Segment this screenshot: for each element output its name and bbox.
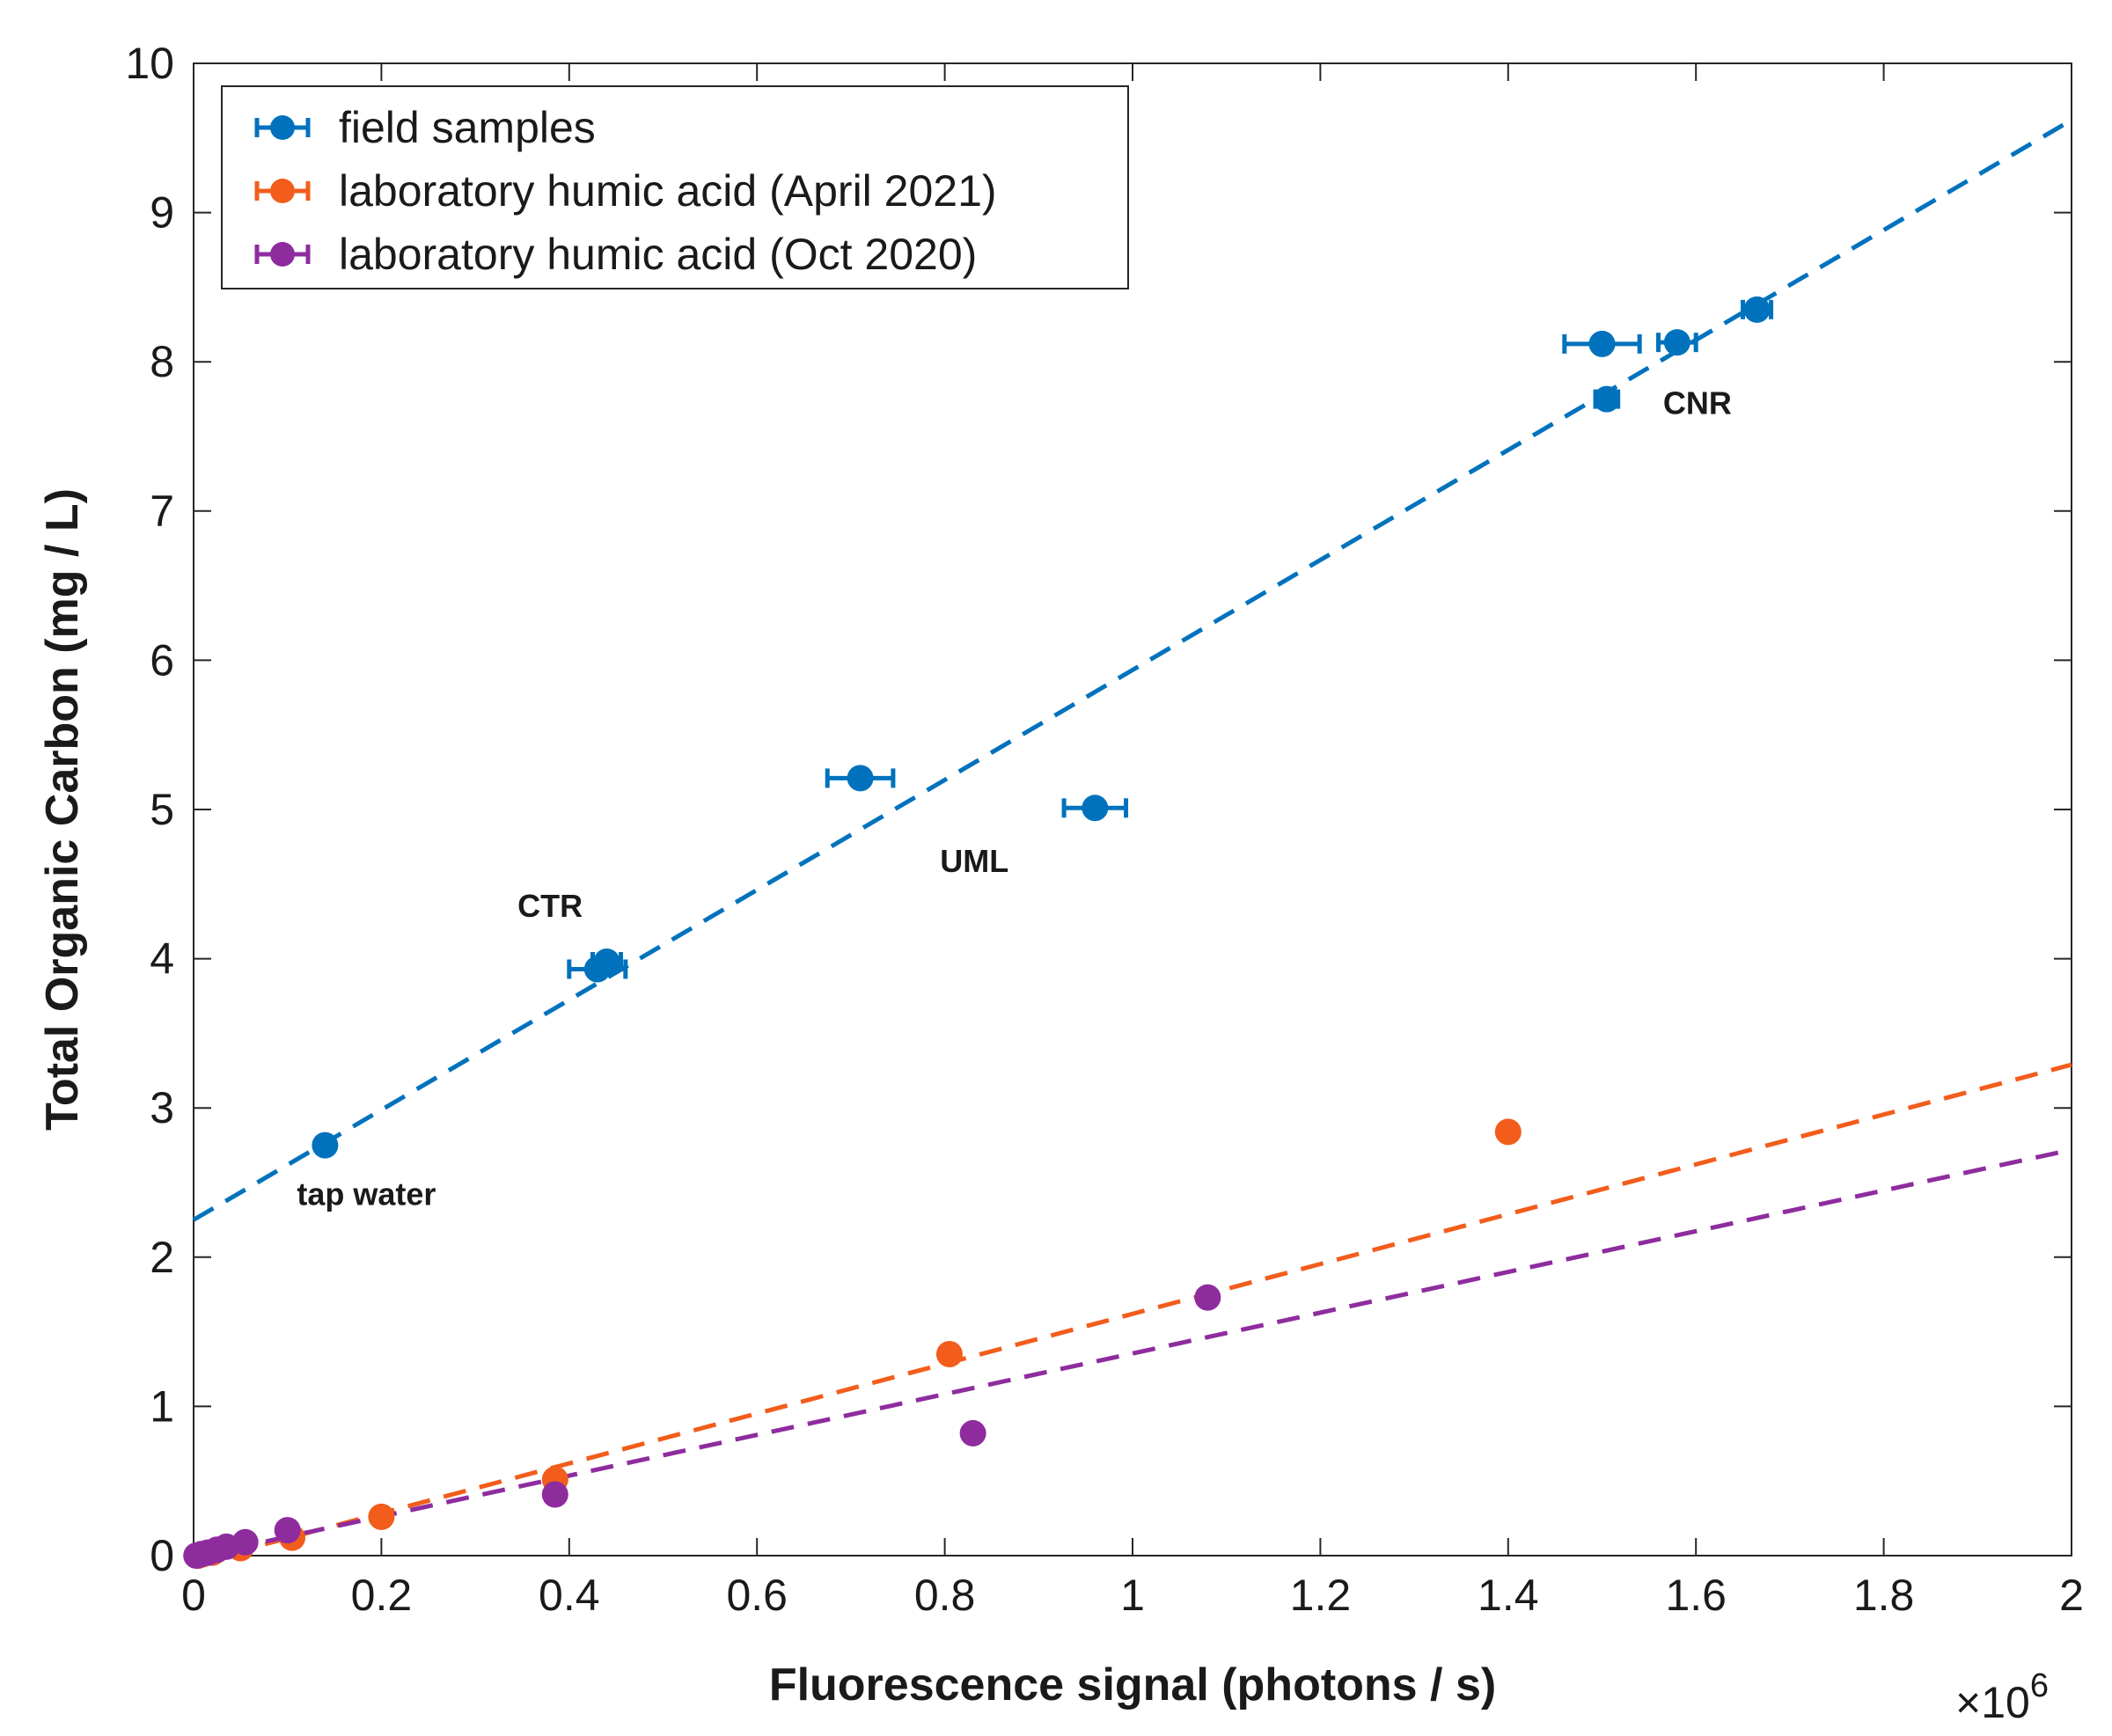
data-point: [593, 948, 620, 975]
x-tick-label: 1.6: [1665, 1571, 1727, 1620]
legend-marker: [270, 115, 295, 140]
y-tick-label: 0: [150, 1531, 174, 1580]
x-tick-label: 0.2: [351, 1571, 413, 1620]
annotation-uml: UML: [940, 843, 1008, 879]
data-point: [847, 765, 874, 792]
data-points: [183, 296, 1774, 1569]
x-tick-label: 1.4: [1478, 1571, 1539, 1620]
data-point: [1593, 385, 1620, 413]
data-point: [274, 1517, 301, 1544]
x-tick-label: 0.8: [914, 1571, 976, 1620]
y-tick-label: 3: [150, 1083, 174, 1132]
legend-entry-laboratory-humic-acid-oct-2020: laboratory humic acid (Oct 2020): [254, 230, 977, 279]
series-field-samples: [312, 296, 1774, 1159]
legend-entry-laboratory-humic-acid-april-2021: laboratory humic acid (April 2021): [254, 166, 997, 216]
data-point: [312, 1132, 339, 1159]
y-axis-title: Total Organic Carbon (mg / L): [37, 488, 88, 1131]
point-annotations: CNR UML CTR tap water: [297, 385, 1731, 1212]
data-point: [1743, 296, 1771, 323]
legend-marker: [270, 179, 295, 203]
x-tick-label: 0.6: [726, 1571, 788, 1620]
x-tick-label: 1: [1120, 1571, 1145, 1620]
legend-marker: [270, 242, 295, 267]
y-tick-label: 1: [150, 1381, 174, 1431]
x-axis-multiplier: ×106: [1955, 1667, 2049, 1727]
x-axis-multiplier-exponent: 6: [2030, 1667, 2049, 1704]
x-tick-label: 1.2: [1290, 1571, 1352, 1620]
data-point: [1194, 1284, 1221, 1311]
y-tick-label: 6: [150, 635, 174, 685]
x-tick-label: 2: [2059, 1571, 2084, 1620]
y-tick-label: 2: [150, 1233, 174, 1282]
y-tick-label: 5: [150, 785, 174, 834]
data-point: [368, 1503, 395, 1530]
y-tick-label: 10: [125, 39, 174, 88]
data-point: [541, 1481, 568, 1508]
legend-label: laboratory humic acid (Oct 2020): [339, 230, 977, 279]
x-tick-label: 0.4: [539, 1571, 600, 1620]
legend-label: laboratory humic acid (April 2021): [339, 166, 997, 216]
legend-box: [221, 85, 1129, 289]
fit-line-laboratory-humic-acid-oct-2020: [193, 1147, 2072, 1560]
fit-line-laboratory-humic-acid-april-2021: [193, 1062, 2072, 1565]
x-axis-multiplier-base: ×10: [1955, 1678, 2030, 1727]
data-point: [959, 1419, 986, 1447]
y-tick-label: 4: [150, 934, 174, 984]
y-tick-label: 7: [150, 487, 174, 536]
x-tick-label: 1.8: [1853, 1571, 1915, 1620]
x-tick-label: 0: [181, 1571, 206, 1620]
annotation-cnr: CNR: [1663, 385, 1732, 421]
data-point: [231, 1528, 259, 1556]
annotation-tap-water: tap water: [297, 1176, 436, 1212]
legend-label: field samples: [339, 103, 596, 152]
annotation-ctr: CTR: [517, 888, 583, 924]
data-point: [1663, 329, 1690, 356]
y-tick-label: 8: [150, 337, 174, 386]
legend-entry-field-samples: field samples: [254, 103, 596, 152]
x-axis-title: Fluorescence signal (photons / s): [769, 1659, 1496, 1710]
data-point: [1588, 330, 1616, 357]
data-point: [1494, 1118, 1522, 1146]
series-laboratory-humic-acid-oct-2020: [183, 1284, 1221, 1569]
legend: field samples laboratory humic acid (Apri…: [221, 85, 1129, 289]
data-point: [935, 1341, 963, 1368]
axis-ticks: 0 0.2 0.4 0.6 0.8 1 1.2 1.4 1.6 1.8 2 0 1 2 3 4 5 6 7 8 9 10: [125, 39, 2084, 1620]
data-point: [1082, 795, 1109, 822]
y-tick-label: 9: [150, 188, 174, 238]
